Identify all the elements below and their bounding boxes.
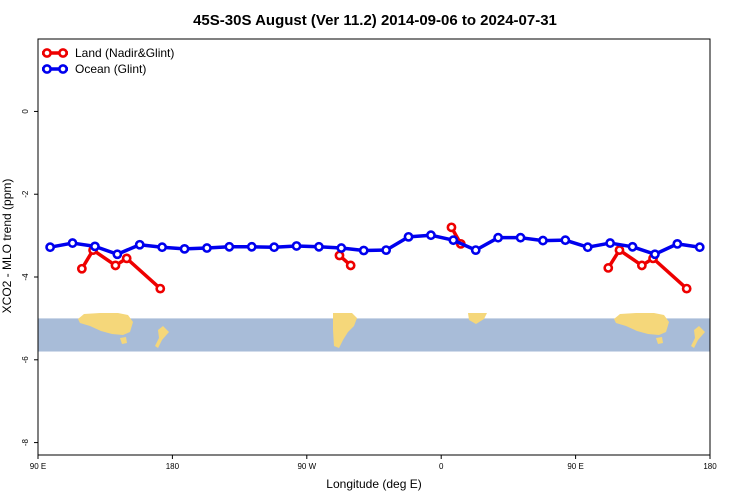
data-point [614, 245, 625, 256]
data-point [291, 241, 302, 251]
data-point [446, 222, 457, 233]
data-point [515, 232, 526, 243]
data-point [157, 242, 168, 253]
data-point [90, 241, 100, 252]
legend-label: Ocean (Glint) [75, 62, 146, 76]
data-point [155, 283, 166, 294]
data-point [336, 243, 347, 253]
data-point [538, 235, 548, 246]
x-tick-label: 180 [703, 462, 717, 471]
x-tick-label: 90 E [30, 462, 46, 471]
y-axis: 0 -2 -4 -6 -8 [21, 109, 38, 446]
data-point [403, 231, 414, 242]
data-point [76, 263, 87, 274]
tasmania-landmass-repeat [656, 337, 663, 344]
data-point [45, 242, 56, 253]
legend-marker [58, 48, 68, 58]
data-point [134, 239, 145, 250]
data-point [603, 263, 614, 273]
australia-landmass-repeat [614, 313, 669, 335]
data-point [246, 241, 257, 252]
legend-marker [58, 64, 68, 74]
data-point [636, 260, 647, 271]
x-tick-label: 0 [439, 462, 444, 471]
data-point [224, 241, 235, 252]
data-point [67, 238, 78, 248]
south-america-landmass [333, 313, 357, 348]
data-point [314, 241, 324, 252]
data-point [582, 242, 593, 253]
x-axis: 90 E 180 90 W 0 90 E 180 [30, 455, 717, 471]
data-point [110, 260, 121, 271]
data-point [121, 253, 132, 264]
x-tick-label: 90 W [297, 462, 316, 471]
australia-landmass [78, 313, 133, 335]
data-point [269, 242, 280, 253]
plot-frame [37, 38, 711, 456]
series-layer [45, 222, 705, 294]
legend-marker [42, 64, 52, 74]
x-tick-label: 90 E [567, 462, 583, 471]
tasmania-landmass [120, 337, 127, 344]
y-tick-label: -8 [21, 438, 30, 446]
data-point [179, 243, 190, 254]
data-point [345, 260, 356, 271]
map-strip [38, 313, 710, 352]
legend-label: Land (Nadir&Glint) [75, 46, 174, 60]
data-point [112, 249, 123, 260]
chart-title: 45S-30S August (Ver 11.2) 2014-09-06 to … [193, 12, 557, 29]
data-point [650, 249, 660, 260]
y-tick-label: -2 [21, 190, 30, 198]
new-zealand-landmass-repeat [691, 326, 705, 348]
data-point [426, 230, 436, 241]
data-point [334, 250, 345, 261]
data-point [681, 283, 692, 294]
data-point [672, 238, 683, 249]
data-point [493, 232, 504, 243]
data-point [627, 241, 638, 252]
series-line [606, 248, 688, 290]
x-axis-label: Longitude (deg E) [326, 477, 421, 491]
data-point [448, 235, 459, 246]
legend-marker [42, 48, 52, 58]
series-1 [45, 230, 705, 260]
y-tick-label: 0 [21, 109, 30, 114]
data-point [381, 245, 392, 256]
y-axis-label: XCO2 - MLO trend (ppm) [0, 179, 14, 314]
data-point [202, 243, 212, 253]
y-tick-label: -6 [21, 356, 30, 364]
new-zealand-landmass [155, 326, 169, 348]
africa-landmass [468, 313, 487, 324]
data-point [605, 238, 616, 248]
series-line [49, 233, 700, 256]
data-point [560, 235, 571, 246]
legend: Land (Nadir&Glint) Ocean (Glint) [42, 46, 174, 76]
series-0 [76, 222, 692, 294]
map-land [78, 313, 705, 348]
x-tick-label: 180 [166, 462, 180, 471]
data-point [470, 245, 481, 256]
data-point [358, 245, 369, 256]
y-tick-label: -4 [21, 273, 30, 281]
map-ocean [38, 318, 710, 352]
data-point [694, 242, 705, 253]
